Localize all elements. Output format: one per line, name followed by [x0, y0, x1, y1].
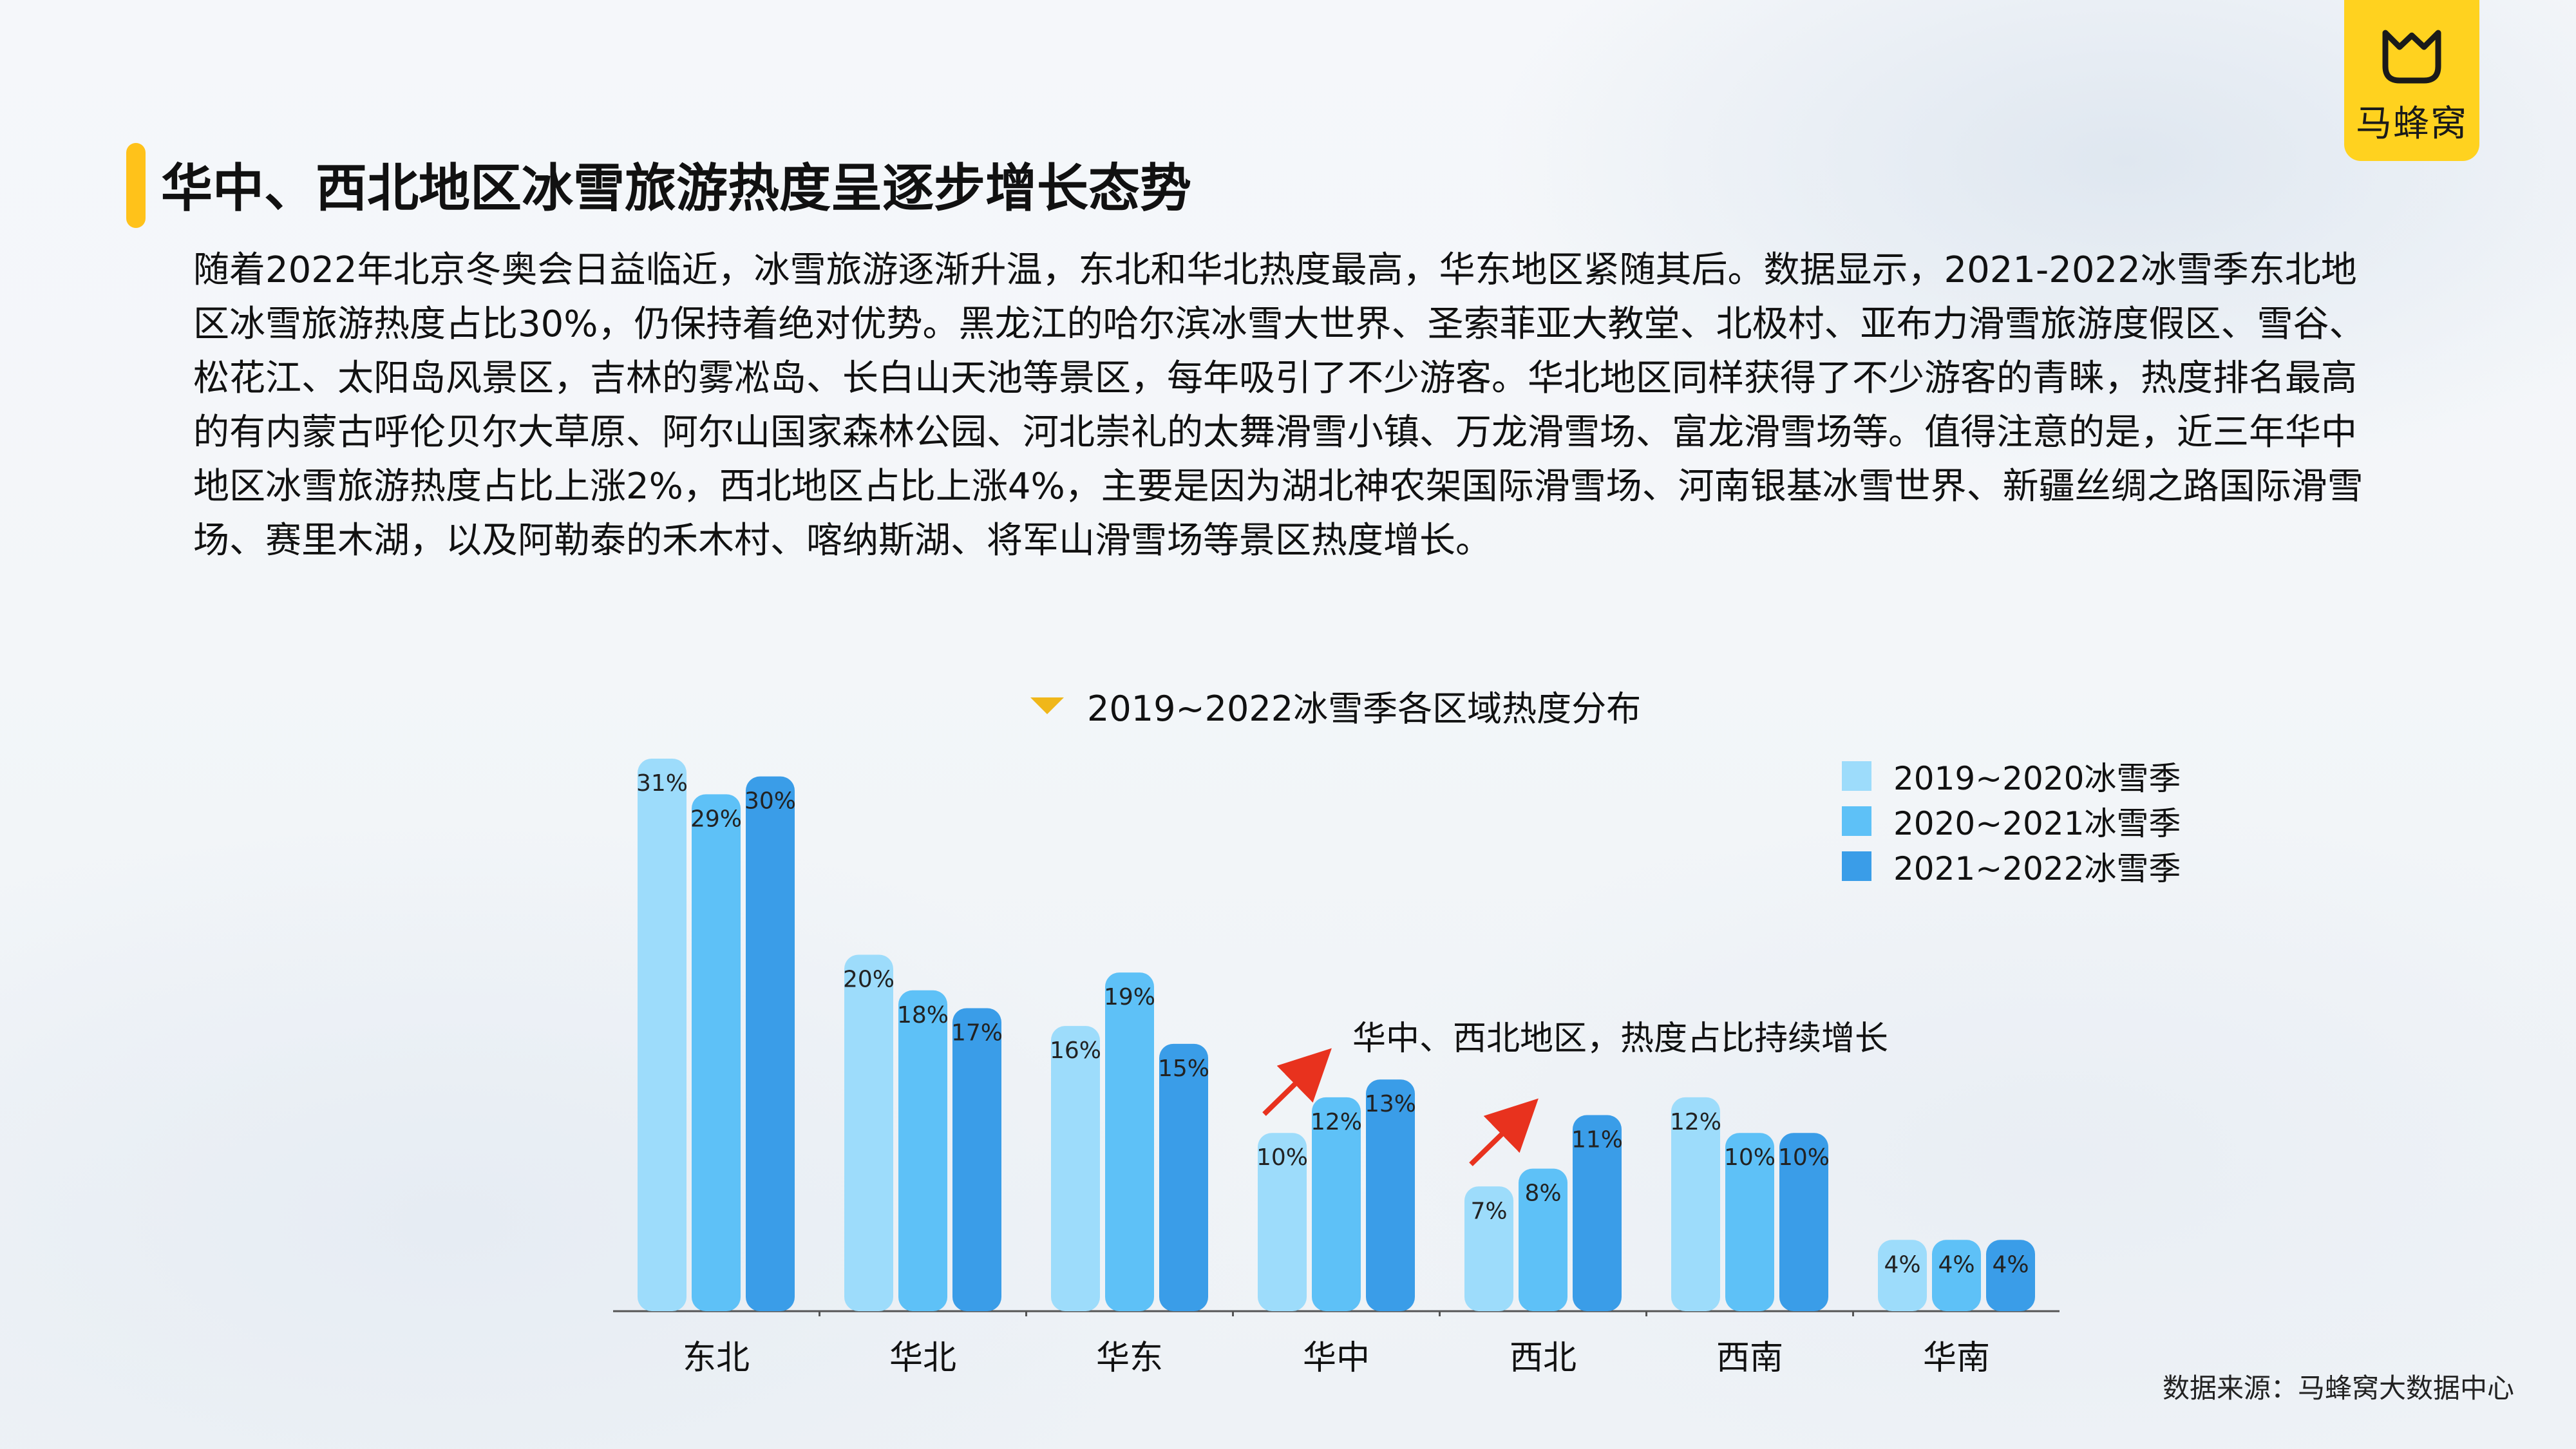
legend-item: 2019~2020冰雪季: [1842, 753, 2181, 799]
bar: [1312, 1097, 1361, 1311]
bar: [898, 990, 947, 1311]
data-label: 17%: [951, 1019, 1003, 1046]
data-label: 30%: [744, 788, 796, 815]
data-label: 4%: [1884, 1251, 1920, 1278]
data-label: 11%: [1571, 1127, 1623, 1153]
bar: [1519, 1168, 1567, 1311]
bar: [1159, 1043, 1208, 1311]
bar: [1258, 1133, 1307, 1311]
title-accent-bar: [126, 143, 146, 228]
growth-arrow-icon: [1262, 1048, 1332, 1116]
bar: [1051, 1026, 1100, 1311]
data-source: 数据来源：马蜂窝大数据中心: [2163, 1372, 2515, 1404]
bar: [746, 776, 795, 1311]
data-label: 8%: [1524, 1180, 1561, 1207]
legend-label: 2019~2020冰雪季: [1893, 760, 2181, 797]
legend-label: 2020~2021冰雪季: [1893, 805, 2181, 842]
legend-label: 2021~2022冰雪季: [1893, 850, 2181, 887]
data-label: 20%: [843, 966, 895, 992]
bar: [1105, 972, 1154, 1311]
x-tick-label: 西北: [1510, 1339, 1577, 1378]
bar: [1671, 1097, 1720, 1311]
data-label: 16%: [1050, 1037, 1101, 1064]
bar: [1464, 1186, 1513, 1311]
data-label: 12%: [1311, 1109, 1362, 1135]
data-label: 31%: [636, 770, 688, 797]
bar: [1932, 1240, 1981, 1311]
x-tick-label: 东北: [683, 1339, 750, 1378]
legend-swatch: [1842, 851, 1871, 881]
data-label: 10%: [1724, 1144, 1776, 1171]
body-paragraph: 随着2022年北京冬奥会日益临近，冰雪旅游逐渐升温，东北和华北热度最高，华东地区…: [193, 249, 2365, 562]
data-label: 7%: [1470, 1198, 1507, 1224]
brand-name: 马蜂窝: [2356, 103, 2468, 145]
x-tick-label: 华南: [1923, 1339, 1990, 1378]
legend-item: 2021~2022冰雪季: [1842, 844, 2181, 889]
bar: [1573, 1115, 1622, 1311]
chart-title: 2019~2022冰雪季各区域热度分布: [1030, 680, 1641, 731]
bar: [1366, 1079, 1415, 1311]
data-label: 19%: [1104, 984, 1155, 1010]
bar: [692, 794, 741, 1311]
brand-logo: 马蜂窝: [2344, 0, 2479, 161]
x-tick-label: 华北: [889, 1339, 956, 1378]
x-tick-label: 西南: [1716, 1339, 1783, 1378]
data-label: 4%: [1938, 1251, 1975, 1278]
data-label: 4%: [1992, 1251, 2029, 1278]
chart-legend: 2019~2020冰雪季 2020~2021冰雪季 2021~2022冰雪季: [1842, 753, 2181, 889]
bar: [1878, 1240, 1927, 1311]
bar: [1986, 1240, 2035, 1311]
bar: [1725, 1133, 1774, 1311]
data-label: 13%: [1365, 1091, 1416, 1117]
x-tick-label: 华东: [1096, 1339, 1163, 1378]
data-label: 29%: [690, 806, 742, 832]
data-label: 10%: [1778, 1144, 1830, 1171]
triangle-down-icon: [1030, 697, 1064, 714]
growth-arrow-icon: [1469, 1098, 1539, 1166]
mafengwo-logo-icon: [2382, 30, 2441, 84]
bar: [952, 1008, 1001, 1311]
bar: [1779, 1133, 1828, 1311]
bar: [844, 954, 893, 1311]
data-label: 12%: [1670, 1109, 1721, 1135]
legend-swatch: [1842, 806, 1871, 836]
chart-annotation: 华中、西北地区，热度占比持续增长: [1352, 1019, 1889, 1058]
data-label: 15%: [1158, 1056, 1209, 1082]
x-tick-label: 华中: [1303, 1339, 1370, 1378]
legend-item: 2020~2021冰雪季: [1842, 799, 2181, 844]
data-label: 18%: [897, 1002, 949, 1028]
legend-swatch: [1842, 761, 1871, 791]
page-title: 华中、西北地区冰雪旅游热度呈逐步增长态势: [161, 158, 1191, 218]
data-label: 10%: [1256, 1144, 1308, 1171]
chart-title-text: 2019~2022冰雪季各区域热度分布: [1087, 688, 1642, 729]
bar: [638, 759, 687, 1311]
